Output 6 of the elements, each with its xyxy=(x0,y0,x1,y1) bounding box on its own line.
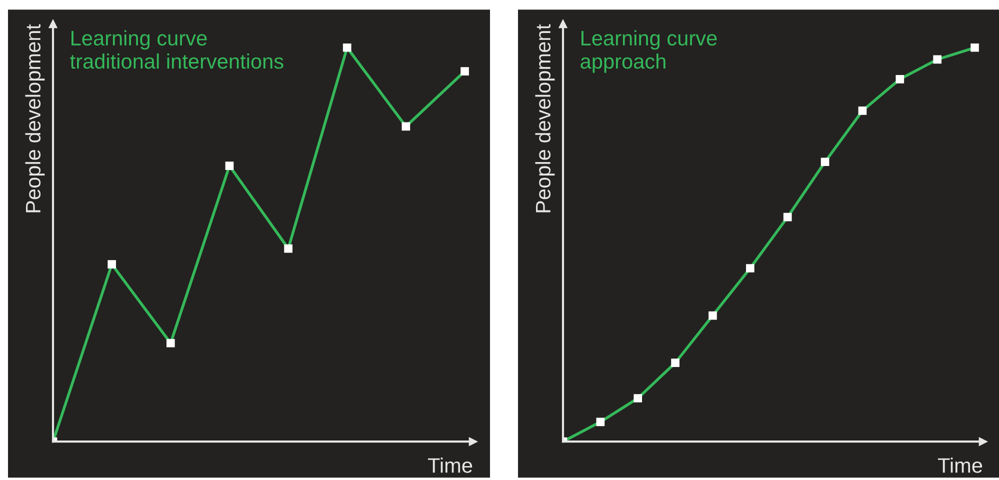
y-axis-title: People development xyxy=(25,24,45,212)
x-axis-title: Time xyxy=(938,458,982,473)
chart-title: Learning curve approach xyxy=(580,30,717,73)
x-axis-title: Time xyxy=(428,458,472,473)
y-axis-title: People development xyxy=(535,24,555,212)
chart-title: Learning curve traditional interventions xyxy=(70,30,284,69)
